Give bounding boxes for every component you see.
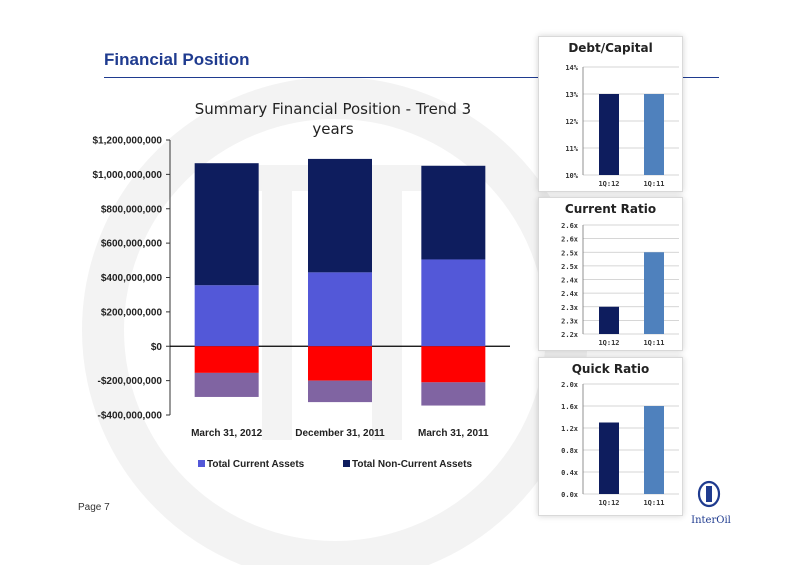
- y-tick-label: -$400,000,000: [97, 411, 162, 422]
- y-tick-label: 2.3x: [561, 317, 579, 325]
- y-tick-label: $800,000,000: [101, 204, 163, 215]
- y-tick-label: 1.2x: [561, 425, 579, 433]
- x-category-label: March 31, 2011: [418, 428, 489, 439]
- summary-chart: Summary Financial Position - Trend 3 yea…: [92, 100, 510, 470]
- bar-segment-series-4: [194, 372, 259, 397]
- legend-label: Total Non-Current Assets: [352, 459, 472, 470]
- bar-segment-series-3: [194, 346, 259, 373]
- page-number: Page 7: [78, 502, 110, 513]
- current-ratio-panel: Current Ratio 2.2x 2.3x 2.3x 2.4x 2.4x 2.5x 2.5…: [538, 197, 683, 351]
- title-divider: [104, 77, 719, 78]
- quick-ratio-panel: Quick Ratio 0.0x 0.4x 0.8x 1.2x 1.6x 2.0x 1Q:12…: [538, 357, 683, 516]
- bar-segment-series-4: [421, 382, 486, 406]
- chart-title-line-2: years: [312, 120, 353, 138]
- y-tick-label: 0.8x: [561, 447, 579, 455]
- y-tick-label: 1.6x: [561, 403, 579, 411]
- y-tick-label: 0.4x: [561, 469, 579, 477]
- x-category-label: 1Q:12: [598, 339, 619, 347]
- bar-segment-total-non-current-assets: [308, 158, 372, 273]
- y-tick-label: 2.4x: [561, 277, 579, 285]
- x-category-label: 1Q:11: [643, 180, 664, 188]
- bar-1q-11: [644, 252, 664, 334]
- x-category-label: March 31, 2012: [191, 428, 263, 439]
- y-tick-label: $1,000,000,000: [92, 170, 162, 181]
- bar-1q-12: [599, 306, 619, 334]
- bar-1q-12: [599, 94, 619, 175]
- chart-title-line-1: Summary Financial Position - Trend 3: [195, 100, 471, 118]
- quick-ratio-chart: Quick Ratio 0.0x 0.4x 0.8x 1.2x 1.6x 2.0x 1Q:12…: [561, 362, 679, 507]
- x-category-label: 1Q:12: [598, 180, 619, 188]
- y-tick-label: 0.0x: [561, 491, 579, 499]
- debt-capital-chart: Debt/Capital 10% 11% 12% 13% 14% 1Q:12 1Q:11: [565, 41, 679, 188]
- page-title: Financial Position: [104, 50, 250, 69]
- bar-segment-total-non-current-assets: [194, 163, 259, 286]
- y-tick-label: 2.6x: [561, 236, 579, 244]
- y-tick-label: 12%: [565, 118, 578, 126]
- debt-capital-panel: Debt/Capital 10% 11% 12% 13% 14% 1Q:12 1Q:11: [538, 36, 683, 192]
- x-category-label: 1Q:11: [643, 339, 664, 347]
- bar-segment-total-current-assets: [308, 272, 372, 347]
- bar-1q-12: [599, 422, 619, 494]
- y-tick-label: -$200,000,000: [97, 376, 162, 387]
- y-tick-label: $0: [151, 342, 163, 353]
- legend-label: Total Current Assets: [207, 459, 305, 470]
- bar-segment-series-3: [308, 346, 372, 381]
- y-tick-label: 2.5x: [561, 263, 579, 271]
- y-tick-label: 14%: [565, 64, 578, 72]
- y-tick-label: 11%: [565, 145, 578, 153]
- mini-chart-title: Current Ratio: [565, 202, 656, 216]
- x-category-label: December 31, 2011: [295, 428, 385, 439]
- y-tick-label: 2.5x: [561, 249, 579, 257]
- y-tick-label: $600,000,000: [101, 239, 163, 250]
- interoil-logo: InterOil: [691, 480, 731, 526]
- y-tick-label: $1,200,000,000: [92, 136, 162, 147]
- x-category-label: 1Q:12: [598, 499, 619, 507]
- bar-segment-series-3: [421, 346, 486, 383]
- y-tick-label: 2.3x: [561, 304, 579, 312]
- svg-text:InterOil: InterOil: [691, 515, 731, 526]
- y-tick-label: 2.0x: [561, 381, 579, 389]
- bar-segment-total-non-current-assets: [421, 165, 486, 260]
- mini-chart-title: Debt/Capital: [568, 41, 652, 55]
- current-ratio-chart: Current Ratio 2.2x 2.3x 2.3x 2.4x 2.4x 2.5x 2.5…: [561, 202, 679, 347]
- y-tick-label: $200,000,000: [101, 307, 163, 318]
- bar-1q-11: [644, 406, 664, 494]
- mini-chart-title: Quick Ratio: [572, 362, 650, 376]
- bar-segment-series-4: [308, 380, 372, 403]
- y-tick-label: $400,000,000: [101, 273, 163, 284]
- y-tick-label: 10%: [565, 172, 578, 180]
- y-tick-label: 2.4x: [561, 290, 579, 298]
- bar-segment-total-current-assets: [194, 285, 259, 347]
- y-tick-label: 2.2x: [561, 331, 579, 339]
- y-tick-label: 13%: [565, 91, 578, 99]
- legend-swatch: [343, 460, 350, 467]
- y-tick-label: 2.6x: [561, 222, 579, 230]
- bar-1q-11: [644, 94, 664, 175]
- bar-segment-total-current-assets: [421, 259, 486, 347]
- legend-swatch: [198, 460, 205, 467]
- x-category-label: 1Q:11: [643, 499, 664, 507]
